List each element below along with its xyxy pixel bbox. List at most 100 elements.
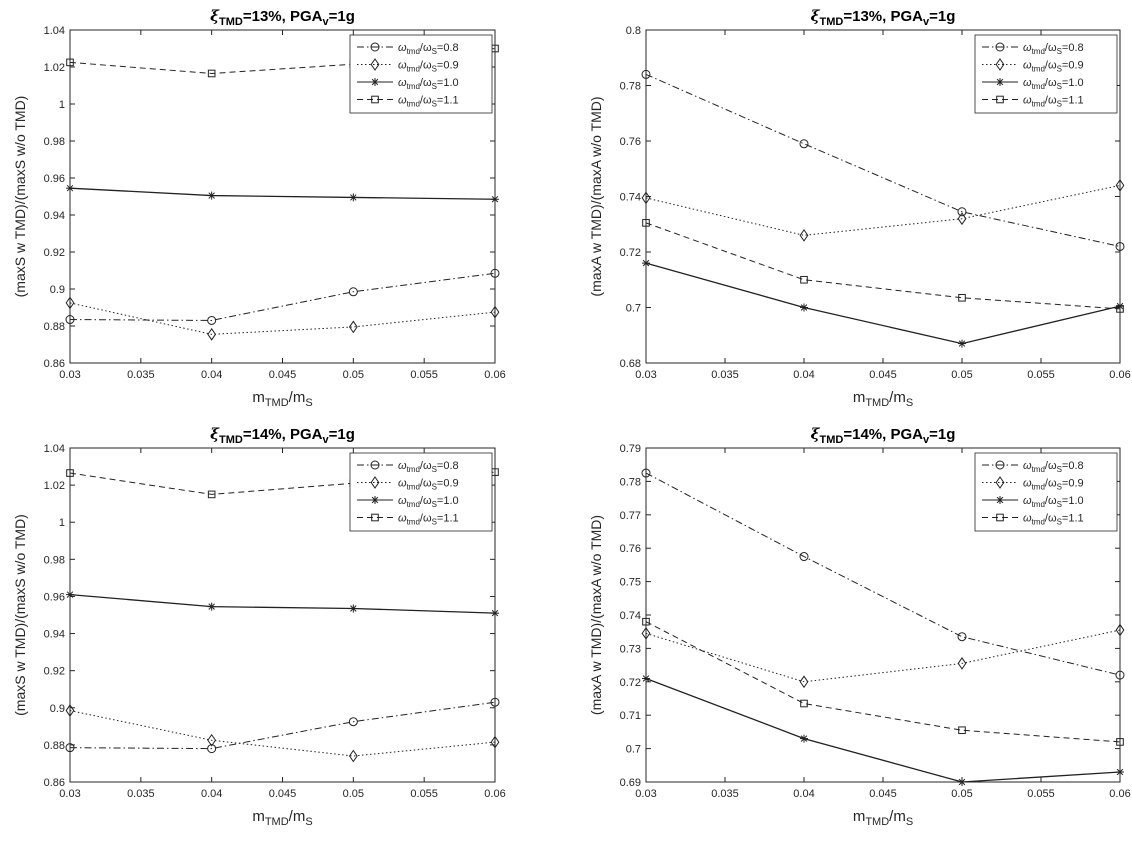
series-3	[642, 259, 1124, 348]
legend-entry: ωtmd/ωS=0.9	[982, 58, 1084, 74]
y-tick-label: 1.02	[44, 480, 65, 492]
x-tick-label: 0.035	[127, 788, 155, 800]
y-tick-label: 1.04	[44, 25, 65, 37]
data-point	[642, 674, 650, 683]
data-point	[957, 632, 967, 642]
series-line	[69, 471, 496, 495]
x-tick-label: 0.03	[59, 369, 80, 381]
legend-entry: ωtmd/ωS=1.0	[982, 77, 1084, 91]
series-line	[645, 73, 1121, 247]
y-axis-label: (maxS w TMD)/(maxS w/o TMD)	[12, 514, 28, 716]
data-point	[65, 315, 75, 325]
data-point	[799, 675, 809, 689]
data-point	[207, 327, 217, 341]
x-tick-label: 0.055	[1027, 369, 1055, 381]
y-tick-label: 0.98	[44, 554, 65, 566]
legend-entry: ωtmd/ωS=1.0	[982, 495, 1084, 509]
data-point	[641, 626, 651, 640]
y-tick-label: 0.7	[626, 303, 641, 315]
x-tick-label: 0.06	[484, 788, 505, 800]
data-point	[957, 212, 967, 226]
data-point	[490, 268, 500, 278]
data-point	[641, 69, 651, 79]
data-point	[1116, 767, 1124, 776]
data-point	[958, 339, 966, 348]
y-tick-label: 0.94	[44, 629, 65, 641]
x-tick-label: 0.05	[951, 788, 972, 800]
legend-marker	[996, 513, 1004, 522]
legend-label: ωtmd/ωS=1.0	[398, 495, 459, 509]
legend-label: ωtmd/ωS=1.1	[1023, 513, 1084, 527]
series-1	[641, 468, 1125, 680]
y-tick-label: 0.92	[44, 247, 65, 259]
y-tick-label: 0.76	[620, 543, 641, 555]
data-point	[1115, 241, 1125, 251]
series-2	[65, 296, 500, 341]
series-line	[645, 629, 1121, 683]
legend-marker	[370, 58, 380, 71]
data-point	[1116, 738, 1124, 746]
data-point	[66, 469, 74, 477]
y-tick-label: 0.96	[44, 591, 65, 603]
legend-label: ωtmd/ωS=1.0	[1023, 495, 1084, 509]
series-4	[642, 617, 1124, 746]
data-point	[800, 699, 808, 708]
chart-title: ξTMD=14%, PGAv=1g	[811, 425, 956, 446]
legend-box	[974, 34, 1118, 114]
legend-marker	[371, 95, 379, 104]
legend-label: ωtmd/ωS=0.9	[1023, 60, 1084, 74]
legend: ωtmd/ωS=0.8 ωtmd/ωS=0.9 ωtmd/ωS=1.0 ωtmd/ωS…	[974, 452, 1118, 532]
series-1	[641, 69, 1125, 251]
series-line	[69, 302, 496, 335]
legend: ωtmd/ωS=0.8 ωtmd/ωS=0.9 ωtmd/ωS=1.0 ωtmd/ωS…	[974, 34, 1118, 114]
data-point	[1115, 179, 1125, 192]
x-tick-label: 0.05	[343, 788, 364, 800]
x-axis-label: mTMD/mS	[853, 808, 913, 828]
legend-entry: ωtmd/ωS=1.1	[982, 513, 1084, 527]
legend-label: ωtmd/ωS=0.8	[1023, 460, 1084, 474]
legend-marker	[371, 496, 379, 504]
data-point	[66, 58, 74, 67]
y-tick-label: 1.02	[44, 62, 65, 74]
data-point	[800, 303, 808, 312]
y-axis-label: (maxA w TMD)/(maxA w/o TMD)	[588, 96, 604, 296]
y-tick-label: 0.92	[44, 666, 65, 678]
legend-marker	[995, 58, 1005, 71]
chart-panel-4: 0.03 0.035 0.04 0.045 0.05 0.055 0.06 0.69 0.7 0.…	[588, 425, 1131, 828]
y-axis-label: (maxS w TMD)/(maxS w/o TMD)	[12, 96, 28, 298]
legend-label: ωtmd/ωS=0.8	[398, 460, 459, 474]
legend-label: ωtmd/ωS=1.0	[1023, 77, 1084, 91]
x-tick-label: 0.03	[59, 788, 80, 800]
data-point	[1116, 305, 1124, 313]
data-point	[799, 139, 809, 149]
y-tick-label: 0.75	[620, 577, 641, 589]
y-axis-label: (maxA w TMD)/(maxA w/o TMD)	[588, 515, 604, 715]
legend-marker	[995, 42, 1005, 52]
legend-entry: ωtmd/ωS=0.8	[982, 42, 1084, 56]
series-4	[642, 219, 1124, 313]
legend-entry: ωtmd/ωS=1.0	[357, 495, 459, 509]
y-tick-label: 0.74	[620, 610, 641, 622]
y-tick-label: 0.7	[626, 744, 641, 756]
x-tick-label: 0.045	[869, 788, 897, 800]
legend-entry: ωtmd/ωS=1.1	[357, 95, 459, 109]
legend-marker	[995, 476, 1005, 489]
series-line	[69, 593, 496, 614]
legend-label: ωtmd/ωS=1.1	[398, 513, 459, 527]
data-point	[1115, 670, 1125, 680]
x-tick-label: 0.04	[201, 369, 222, 381]
series-1	[65, 697, 500, 754]
y-tick-label: 0.76	[620, 136, 641, 148]
legend-box	[349, 452, 493, 532]
series-line	[645, 677, 1121, 783]
data-point	[958, 293, 966, 302]
data-point	[490, 697, 500, 707]
legend-label: ωtmd/ωS=0.9	[398, 60, 459, 74]
x-tick-label: 0.035	[711, 369, 739, 381]
series-1	[65, 268, 500, 325]
legend: ωtmd/ωS=0.8 ωtmd/ωS=0.9 ωtmd/ωS=1.0 ωtmd/ωS…	[349, 34, 493, 114]
x-tick-label: 0.04	[793, 788, 814, 800]
y-tick-label: 0.79	[620, 443, 641, 455]
y-tick-label: 0.8	[626, 25, 641, 37]
